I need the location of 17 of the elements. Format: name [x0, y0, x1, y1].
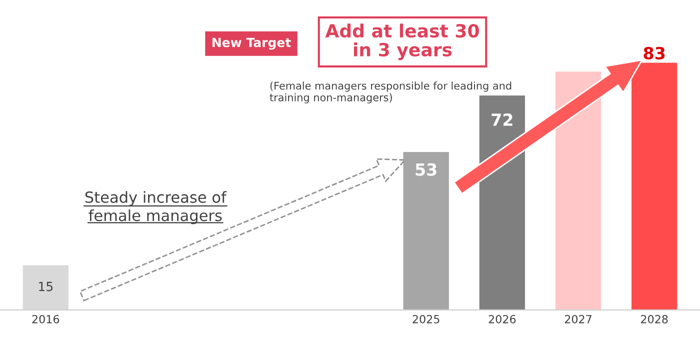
x-tick-label: 2016	[32, 314, 60, 324]
x-tick-label: 2028	[641, 314, 668, 324]
x-tick-label: 2027	[564, 314, 592, 324]
annotation: (Female managers responsible for leading and training non-managers)	[270, 82, 512, 104]
text: New Target	[212, 38, 291, 50]
data-label: 53	[416, 163, 436, 176]
bar	[632, 62, 678, 310]
x-tick-label: 2025	[412, 314, 440, 324]
data-label: 15	[39, 282, 53, 292]
bar	[555, 72, 602, 310]
bar	[403, 152, 449, 310]
annotation: Steady increase of female managers	[85, 191, 227, 224]
text: Add at least 30 in 3 years	[325, 24, 479, 60]
x-tick-label: 2026	[488, 314, 516, 324]
bar	[479, 95, 525, 310]
data-label: 83	[644, 46, 665, 60]
data-label: 72	[492, 113, 512, 126]
